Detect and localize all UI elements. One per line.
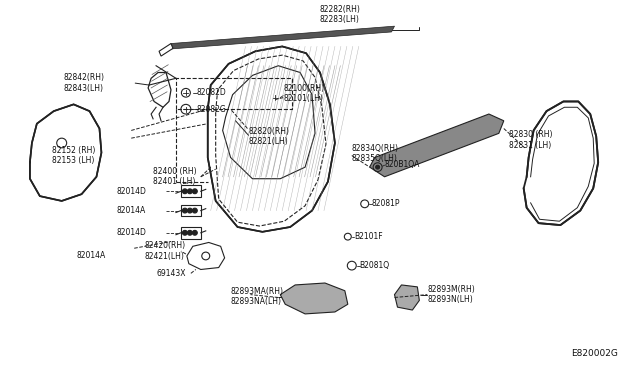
Circle shape — [193, 189, 197, 194]
Polygon shape — [280, 283, 348, 314]
Text: 82014A: 82014A — [116, 206, 145, 215]
Text: 820B1QA: 820B1QA — [385, 160, 420, 169]
Bar — [181, 227, 201, 238]
Polygon shape — [148, 73, 171, 107]
Polygon shape — [166, 26, 394, 49]
Text: 82014D: 82014D — [116, 187, 146, 196]
Polygon shape — [223, 66, 315, 179]
Text: 82014A: 82014A — [77, 251, 106, 260]
Circle shape — [182, 230, 188, 235]
Polygon shape — [208, 46, 335, 232]
Text: E820002G: E820002G — [571, 349, 618, 358]
Text: 69143X: 69143X — [156, 269, 186, 278]
Text: 82100(RH)
82101(LH): 82100(RH) 82101(LH) — [284, 84, 324, 103]
Text: 82893MA(RH)
82893NA(LH): 82893MA(RH) 82893NA(LH) — [230, 287, 284, 306]
Circle shape — [188, 230, 193, 235]
Polygon shape — [30, 105, 101, 201]
Polygon shape — [159, 44, 173, 56]
Polygon shape — [394, 285, 419, 310]
Text: 82014D: 82014D — [116, 228, 146, 237]
Text: 82082D: 82082D — [197, 88, 227, 97]
Text: B2101F: B2101F — [354, 232, 383, 241]
Text: 82820(RH)
82821(LH): 82820(RH) 82821(LH) — [248, 126, 289, 146]
Text: 82830 (RH)
82831 (LH): 82830 (RH) 82831 (LH) — [509, 131, 552, 150]
Text: 82152 (RH)
82153 (LH): 82152 (RH) 82153 (LH) — [52, 146, 95, 165]
Text: 82842(RH)
82843(LH): 82842(RH) 82843(LH) — [63, 73, 105, 93]
Circle shape — [376, 165, 380, 169]
Circle shape — [182, 208, 188, 213]
Polygon shape — [187, 243, 225, 269]
Polygon shape — [370, 114, 504, 177]
Text: 82834Q(RH)
82835Q(LH): 82834Q(RH) 82835Q(LH) — [352, 144, 399, 163]
Text: 82081P: 82081P — [372, 199, 400, 208]
Text: B2081Q: B2081Q — [360, 261, 390, 270]
Circle shape — [193, 230, 197, 235]
Text: 82282(RH)
82283(LH): 82282(RH) 82283(LH) — [320, 5, 361, 24]
Text: 82893M(RH)
82893N(LH): 82893M(RH) 82893N(LH) — [428, 285, 475, 304]
Text: 82400 (RH)
82401 (LH): 82400 (RH) 82401 (LH) — [153, 167, 196, 186]
Circle shape — [188, 208, 193, 213]
Text: 82420(RH)
82421(LH): 82420(RH) 82421(LH) — [144, 241, 185, 261]
Circle shape — [193, 208, 197, 213]
Bar — [181, 205, 201, 217]
Polygon shape — [524, 102, 598, 225]
Text: 82082G: 82082G — [197, 105, 227, 114]
Circle shape — [182, 189, 188, 194]
Bar — [181, 186, 201, 197]
Circle shape — [188, 189, 193, 194]
